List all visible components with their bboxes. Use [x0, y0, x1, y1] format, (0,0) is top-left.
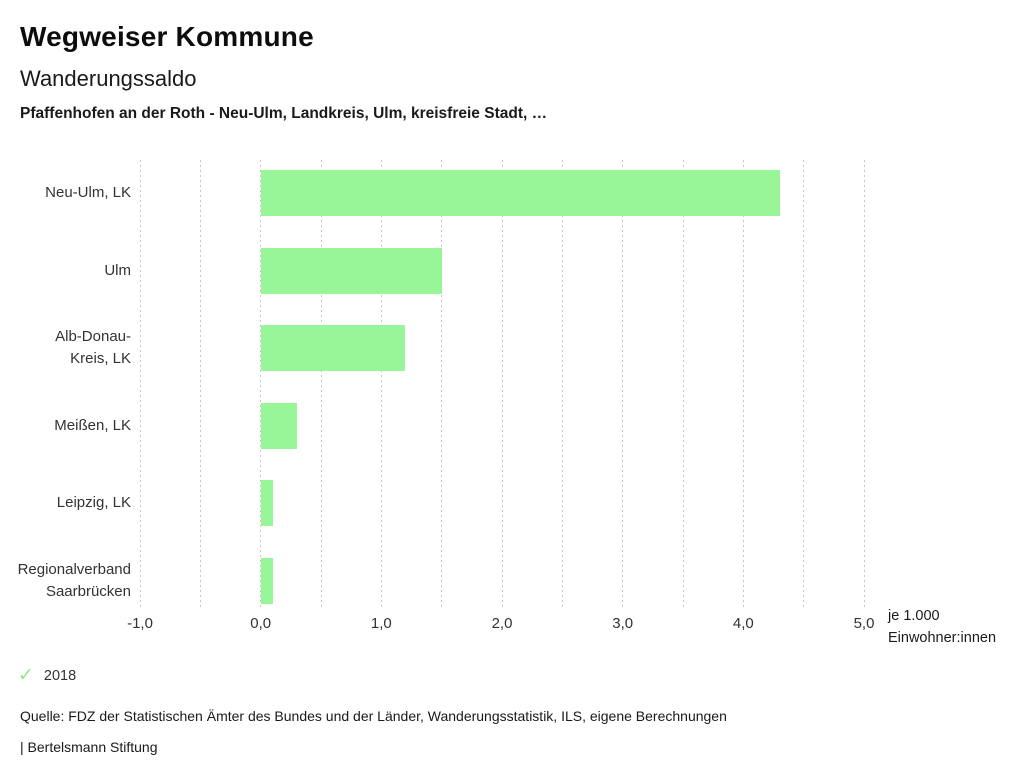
gridline: [863, 160, 865, 609]
x-axis-tick-label: 1,0: [370, 615, 392, 632]
category-label-line: Kreis, LK: [70, 350, 131, 367]
gridline: [260, 160, 262, 609]
category-label: Ulm: [0, 260, 131, 282]
x-axis-unit-line1: je 1.000: [888, 608, 940, 624]
category-label-line: Neu-Ulm, LK: [45, 184, 131, 201]
gridline: [803, 160, 805, 609]
x-axis-tick-label: 5,0: [853, 615, 875, 632]
attribution-text: | Bertelsmann Stiftung: [20, 739, 158, 755]
category-label-line: Regionalverband: [17, 560, 131, 578]
bar-chart-plot-area: je 1.000 Einwohner:innen Neu-Ulm, LK Ulm A…: [0, 160, 996, 649]
bar-ulm[interactable]: [260, 247, 442, 294]
x-axis-unit-line2: Einwohner:innen: [888, 630, 997, 646]
category-label-line: Leipzig, LK: [56, 494, 131, 511]
legend-item-2018[interactable]: ✓ 2018: [18, 666, 76, 685]
category-label: Regionalverband Saarbrücken: [0, 559, 131, 603]
page-title: Wegweiser Kommune: [20, 21, 314, 52]
x-axis-tick-label: 4,0: [732, 615, 754, 632]
bar-alb-donau-kreis-lk[interactable]: [260, 325, 406, 371]
gridline: [139, 160, 141, 609]
x-axis-tick-label: 0,0: [250, 615, 272, 632]
bar-leipzig-lk[interactable]: [260, 480, 273, 526]
category-label-line: Ulm: [104, 261, 131, 279]
source-text: Quelle: FDZ der Statistischen Ämter des …: [20, 708, 727, 724]
gridline: [501, 160, 503, 609]
category-label-line: Alb-Donau-: [55, 328, 131, 345]
gridline: [622, 160, 624, 609]
bar-regionalverband-saarbr-cken[interactable]: [260, 557, 273, 604]
category-label-line: Saarbrücken: [45, 582, 131, 600]
category-label: Meißen, LK: [0, 415, 131, 437]
gridline: [742, 160, 744, 609]
category-label: Alb-Donau- Kreis, LK: [0, 326, 131, 370]
gridline: [380, 160, 382, 609]
category-label-line: Meißen, LK: [54, 416, 131, 434]
check-icon: ✓: [18, 665, 34, 686]
bar-mei-en-lk[interactable]: [260, 402, 297, 449]
x-axis-tick-label: -1,0: [127, 615, 153, 632]
x-axis-tick-label: 2,0: [491, 615, 513, 632]
gridline: [682, 160, 684, 609]
gridline: [320, 160, 322, 609]
chart-title: Wanderungssaldo: [20, 66, 197, 91]
chart-subtitle: Pfaffenhofen an der Roth - Neu-Ulm, Land…: [20, 105, 548, 122]
category-label: Leipzig, LK: [0, 492, 131, 514]
gridline: [441, 160, 443, 609]
gridline: [199, 160, 201, 609]
bar-neu-ulm-lk[interactable]: [260, 170, 780, 216]
legend-label: 2018: [43, 667, 77, 684]
gridline: [561, 160, 563, 609]
x-axis-tick-label: 3,0: [612, 615, 634, 632]
category-label: Neu-Ulm, LK: [0, 182, 131, 204]
x-axis-unit-label: je 1.000 Einwohner:innen: [888, 605, 996, 649]
